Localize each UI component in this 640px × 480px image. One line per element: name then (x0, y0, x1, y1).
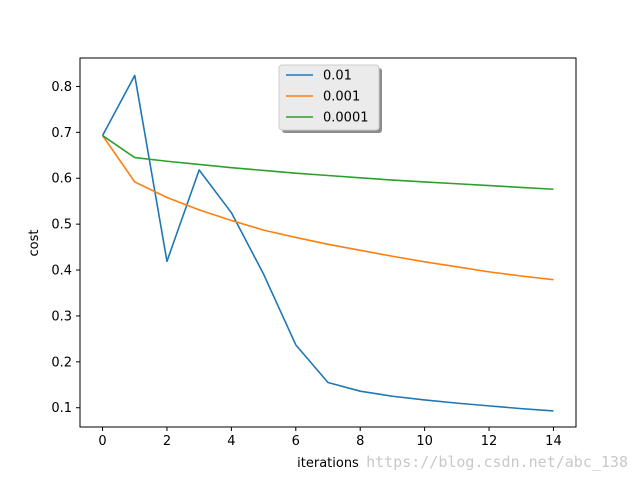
x-tick-label: 4 (227, 434, 235, 449)
x-tick-label: 8 (356, 434, 364, 449)
legend-label: 0.001 (323, 90, 360, 105)
x-tick-label: 14 (545, 434, 562, 449)
x-tick-label: 6 (292, 434, 300, 449)
legend: 0.01 0.001 0.0001 (278, 64, 382, 133)
y-tick-label: 0.8 (51, 80, 72, 95)
y-tick-label: 0.2 (51, 355, 72, 370)
x-tick-label: 10 (416, 434, 433, 449)
y-tick-label: 0.5 (51, 218, 72, 233)
y-axis-ticks: 0.1 0.2 0.3 0.4 0.5 0.6 0.7 0.8 (51, 80, 80, 416)
y-tick-label: 0.4 (51, 264, 72, 279)
x-tick-label: 2 (163, 434, 171, 449)
legend-label: 0.0001 (323, 111, 369, 126)
legend-label: 0.01 (323, 69, 352, 84)
x-tick-label: 0 (98, 434, 106, 449)
y-axis-label: cost (27, 230, 42, 257)
legend-entries: 0.01 0.001 0.0001 (286, 69, 369, 126)
series-line-0 (101, 74, 554, 412)
x-tick-label: 12 (481, 434, 498, 449)
y-tick-label: 0.3 (51, 309, 72, 324)
series-line-2 (102, 134, 554, 191)
series-line-1 (101, 135, 554, 281)
y-tick-label: 0.1 (51, 401, 72, 416)
y-tick-label: 0.6 (51, 172, 72, 187)
legend-box (278, 64, 380, 131)
x-axis-ticks: 0 2 4 6 8 10 12 14 (98, 427, 562, 449)
watermark: https://blog.csdn.net/abc_138 (366, 453, 628, 471)
plot-area-frame (79, 57, 577, 428)
x-axis-label: iterations (297, 456, 359, 471)
series-lines (101, 74, 554, 412)
y-tick-label: 0.7 (51, 126, 72, 141)
